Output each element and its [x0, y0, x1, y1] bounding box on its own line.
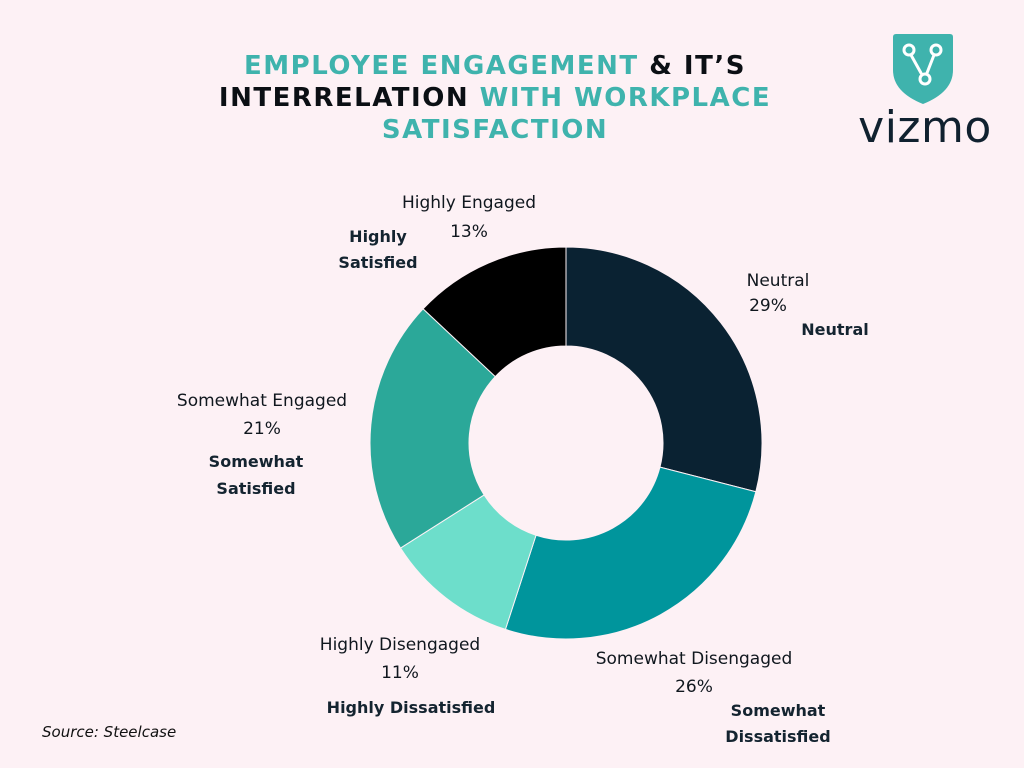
vizmo-shield-icon [893, 34, 953, 104]
value-label-1: 26% [675, 677, 713, 697]
logo-wordmark: vizmo [858, 102, 992, 153]
category-label-1: Somewhat Disengaged [596, 649, 793, 669]
title-part-1: Employee Engagement [244, 51, 639, 81]
title-part-3: Interrelation [218, 83, 470, 113]
vizmo-logo: vizmo [850, 30, 1000, 153]
category-label-2: Highly Disengaged [320, 635, 480, 655]
title-part-4: with Workplace Satisfaction [381, 83, 772, 145]
satisfaction-label-3-line-1: Satisfied [216, 479, 295, 498]
chart-title: Employee Engagement & It’s Interrelation… [170, 50, 820, 146]
value-label-3: 21% [243, 419, 281, 439]
slice-somewhat-engaged [369, 308, 496, 549]
value-label-0: 29% [749, 296, 787, 316]
slice-highly-engaged [422, 246, 567, 378]
satisfaction-label-2-line-0: Highly Dissatisfied [327, 698, 496, 717]
slice-neutral [565, 246, 763, 493]
title-part-2: & It’s [638, 51, 746, 81]
category-label-0: Neutral [747, 271, 810, 291]
slice-somewhat-disengaged [504, 466, 757, 640]
category-label-4: Highly Engaged [402, 193, 536, 213]
category-label-3: Somewhat Engaged [177, 391, 347, 411]
value-label-2: 11% [381, 663, 419, 683]
satisfaction-label-1-line-1: Dissatisfied [725, 727, 830, 746]
satisfaction-label-4-line-1: Satisfied [338, 253, 417, 272]
satisfaction-label-3-line-0: Somewhat [209, 452, 304, 471]
source-note: Source: Steelcase [42, 723, 177, 741]
satisfaction-label-1-line-0: Somewhat [731, 701, 826, 720]
satisfaction-label-4-line-0: Highly [349, 227, 407, 246]
satisfaction-label-0-line-0: Neutral [801, 320, 868, 339]
value-label-4: 13% [450, 222, 488, 242]
